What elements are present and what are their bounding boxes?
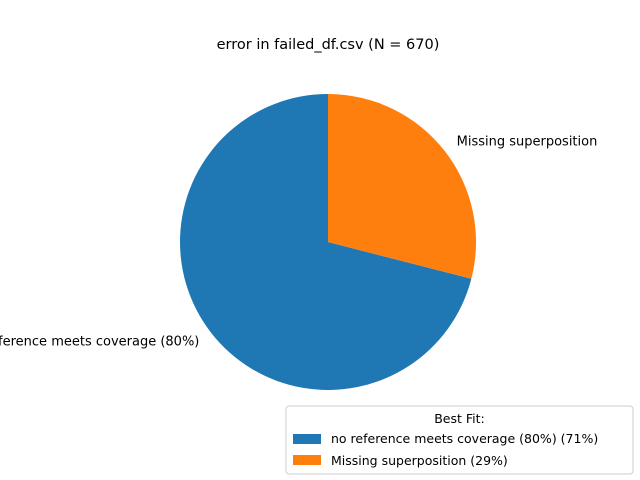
legend-swatch-0 [293,434,321,444]
legend-label-1: Missing superposition (29%) [331,453,508,468]
legend-swatch-1 [293,455,321,465]
pie-slices [179,94,476,391]
legend-box [285,405,634,475]
pie-slice-1 [328,94,476,279]
legend-title: Best Fit: [434,411,485,426]
legend-label-0: no reference meets coverage (80%) (71%) [331,431,598,446]
legend: Best Fit: no reference meets coverage (8… [285,405,634,475]
pie-slice-0 [179,94,472,391]
pie-slice-labels: no reference meets coverage (80%) Missing… [0,135,597,350]
pie-slice-label-1: Missing superposition [457,135,598,150]
pie-slice-label-0: no reference meets coverage (80%) [0,334,199,349]
chart-title: error in failed_df.csv (N = 670) [217,37,440,53]
